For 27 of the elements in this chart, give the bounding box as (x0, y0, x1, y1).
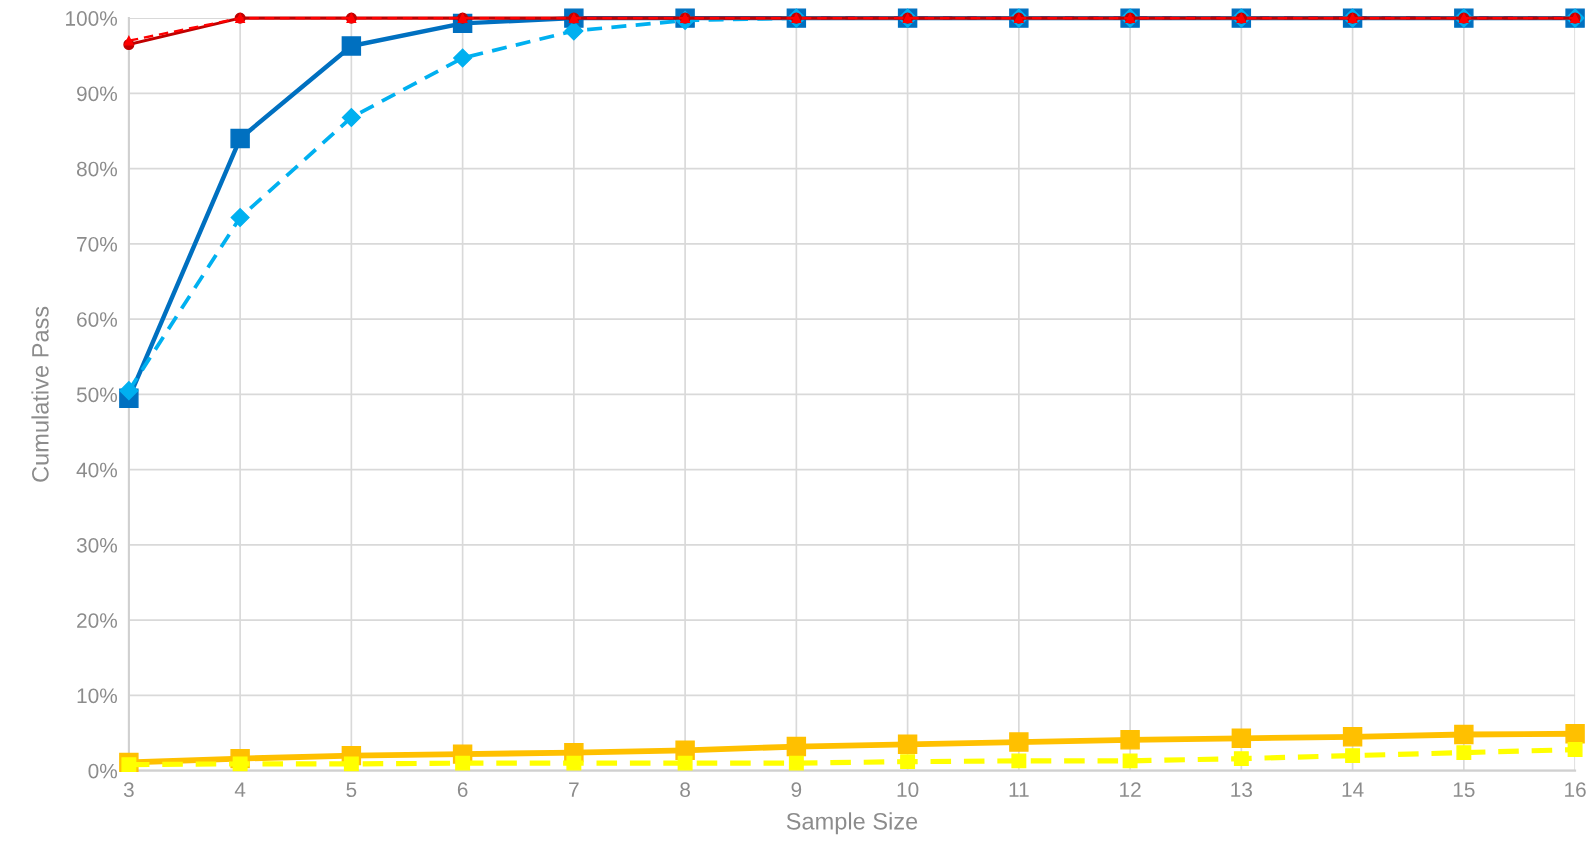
y-tick-label: 30% (76, 537, 118, 553)
x-tick-label: 9 (791, 782, 802, 798)
x-tick-label: 12 (1120, 782, 1141, 797)
y-tick-label: 40% (76, 462, 118, 478)
x-tick-label: 8 (680, 782, 690, 798)
y-axis-title: Cumulative Pass (31, 306, 49, 482)
y-tick-label: 0% (88, 763, 118, 779)
x-tick-label: 16 (1565, 782, 1586, 798)
x-tick-label: 14 (1342, 782, 1364, 797)
x-tick-label: 15 (1453, 782, 1475, 798)
x-axis-title: Sample Size (786, 812, 918, 835)
x-tick-label: 7 (569, 782, 579, 797)
x-tick-label: 11 (1009, 782, 1029, 797)
x-tick-label: 3 (123, 782, 134, 798)
y-tick-label: 70% (77, 236, 118, 252)
x-tick-label: 13 (1231, 782, 1253, 798)
x-tick-label: 10 (897, 782, 919, 798)
x-tick-label: 4 (234, 782, 246, 797)
y-tick-label: 100% (66, 11, 118, 26)
x-tick-label: 5 (346, 782, 357, 798)
y-tick-label: 60% (77, 312, 118, 327)
y-tick-label: 50% (76, 387, 118, 403)
x-tick-label: 6 (457, 782, 468, 798)
y-tick-label: 10% (77, 688, 118, 704)
y-tick-label: 20% (77, 613, 118, 628)
y-tick-label: 90% (77, 86, 118, 102)
y-tick-label: 80% (76, 161, 118, 177)
